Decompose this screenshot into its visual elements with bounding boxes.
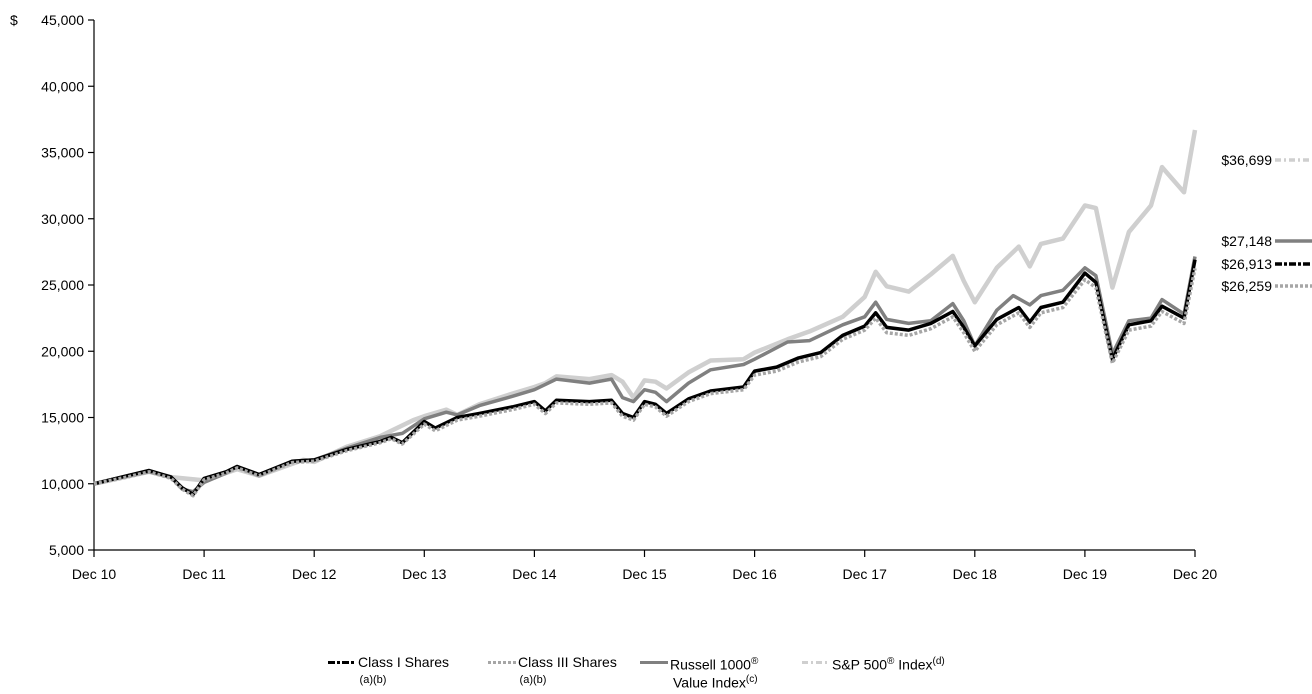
series-line-class-iii-shares [93, 267, 1197, 498]
legend-label-russell: Russell 1000® [670, 654, 758, 673]
legend-russell-reg: ® [750, 656, 759, 667]
x-tick-label: Dec 20 [1173, 566, 1218, 582]
x-tick-label: Dec 10 [72, 566, 117, 582]
y-tick-label: 40,000 [41, 78, 84, 94]
x-tick-label: Dec 16 [732, 566, 777, 582]
end-value-label: $27,148 [1221, 233, 1272, 249]
series-line-class-i-shares [93, 259, 1197, 497]
legend-russell-note: (c) [745, 674, 758, 685]
legend-sp500-note: (d) [932, 656, 945, 667]
x-tick-label: Dec 12 [292, 566, 337, 582]
y-tick-label: 35,000 [41, 145, 84, 161]
legend-russell-name: Russell 1000 [670, 656, 751, 673]
y-tick-label: 5,000 [49, 542, 84, 558]
legend-swatch-class-iii [488, 661, 516, 664]
end-labels: $36,699 $27,148 $26,913 $26,259 [1221, 152, 1312, 294]
x-tick-label: Dec 17 [843, 566, 888, 582]
x-tick-label: Dec 14 [512, 566, 557, 582]
series-line-s-p-500-index [93, 129, 1198, 486]
y-tick-label: 10,000 [41, 476, 84, 492]
x-tick-label: Dec 18 [953, 566, 998, 582]
line-chart: 5,000 10,000 15,000 20,000 25,000 30,000 35,00… [10, 12, 1312, 582]
axes: 5,000 10,000 15,000 20,000 25,000 30,000 35,00… [10, 12, 1217, 582]
y-currency-prefix: $ [10, 12, 18, 28]
end-value-label: $26,913 [1221, 256, 1272, 272]
legend-swatch-sp500 [802, 661, 830, 664]
x-tick-label: Dec 19 [1063, 566, 1108, 582]
y-tick-label: 15,000 [41, 410, 84, 426]
end-value-label: $26,259 [1221, 278, 1272, 294]
x-tick-label: Dec 13 [402, 566, 447, 582]
legend-sub-class-iii: (a)(b) [519, 674, 547, 686]
legend-sp500-index: Index [894, 656, 933, 673]
legend-sp500-name: S&P 500 [832, 656, 888, 673]
legend-sp500-reg: ® [887, 656, 895, 667]
legend-label-class-i: Class I Shares [358, 654, 450, 670]
legend-russell-value-index: Value Index [673, 674, 746, 691]
x-tick-label: Dec 11 [182, 566, 226, 582]
legend: Class I Shares (a)(b) Class III Shares (… [0, 652, 1312, 694]
y-tick-label: 20,000 [41, 343, 84, 359]
legend-swatch-russell [640, 661, 668, 664]
legend-russell-line2: Value Index(c) [673, 672, 758, 691]
legend-swatch-class-i [328, 661, 356, 664]
legend-sub-class-i: (a)(b) [359, 674, 387, 686]
legend-label-sp500: S&P 500® Index(d) [832, 654, 945, 673]
legend-label-class-iii: Class III Shares [518, 654, 617, 670]
x-tick-label: Dec 15 [622, 566, 667, 582]
y-tick-label: 45,000 [41, 12, 84, 28]
end-value-label: $36,699 [1221, 152, 1272, 168]
series-line-russell-1000-value-index [93, 256, 1197, 494]
y-tick-label: 30,000 [41, 211, 84, 227]
series-layer [93, 129, 1198, 498]
y-tick-label: 25,000 [41, 277, 84, 293]
